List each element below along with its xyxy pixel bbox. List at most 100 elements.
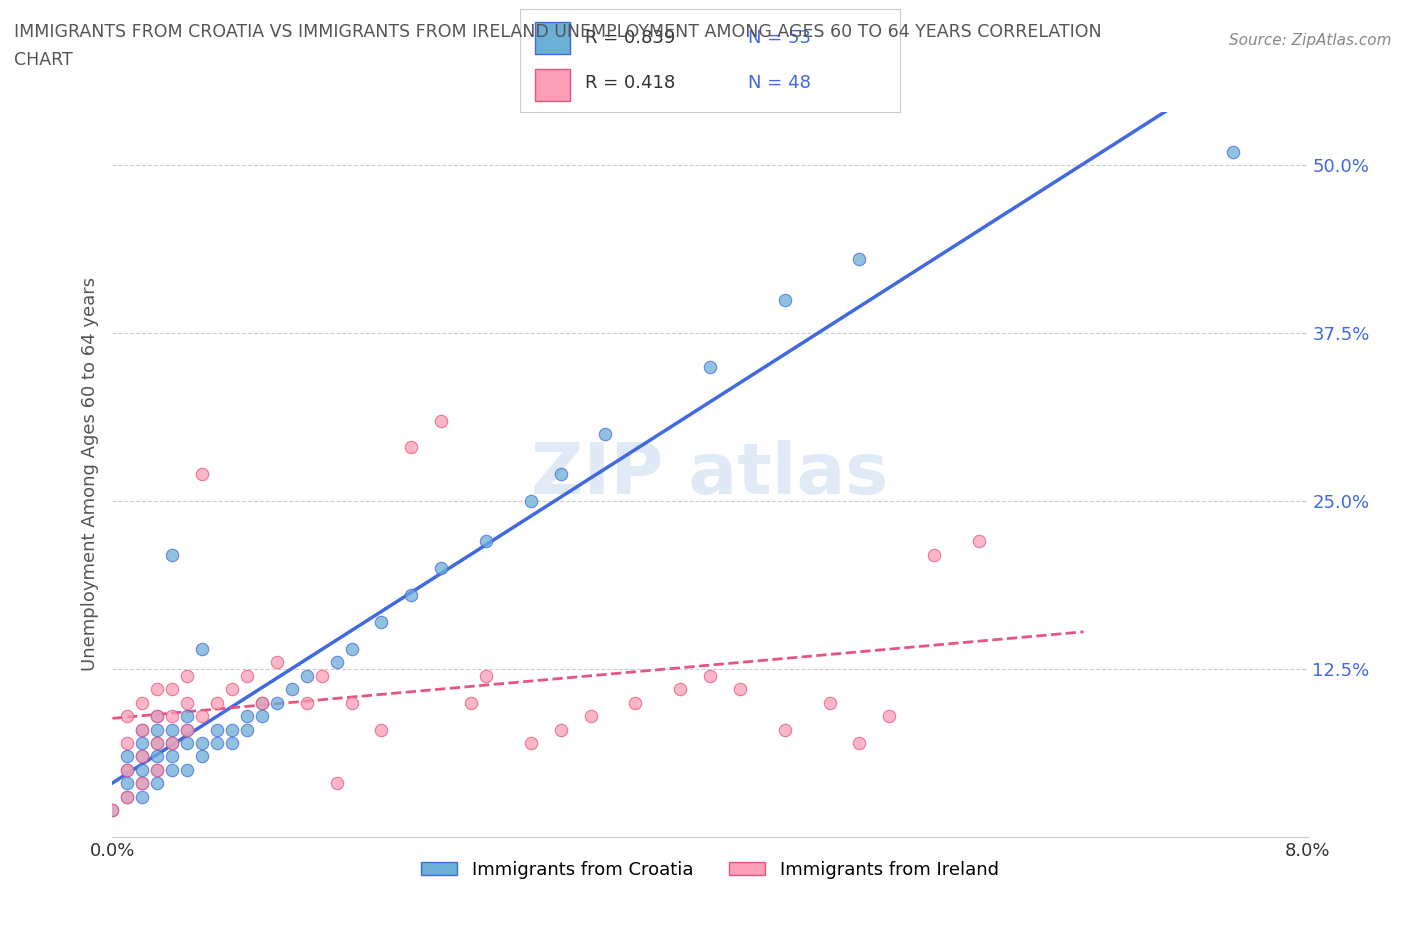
Point (131, 749, 153, 764)
Text: Source: ZipAtlas.com: Source: ZipAtlas.com (1229, 33, 1392, 47)
Point (848, 252, 870, 267)
Point (162, 763, 183, 777)
Point (205, 722, 228, 737)
Text: R = 0.418: R = 0.418 (585, 74, 675, 92)
Point (205, 736, 228, 751)
Text: IMMIGRANTS FROM CROATIA VS IMMIGRANTS FROM IRELAND UNEMPLOYMENT AMONG AGES 60 TO: IMMIGRANTS FROM CROATIA VS IMMIGRANTS FR… (14, 23, 1102, 41)
Point (131, 790, 153, 804)
Point (773, 722, 796, 737)
Point (250, 696, 273, 711)
Text: R = 0.839: R = 0.839 (585, 29, 675, 46)
Point (401, 440, 423, 455)
Point (131, 722, 153, 737)
Point (176, 696, 198, 711)
Point (221, 682, 243, 697)
Point (131, 776, 153, 790)
Point (146, 776, 169, 790)
Point (325, 655, 347, 670)
Point (191, 709, 214, 724)
Point (520, 736, 543, 751)
Point (176, 722, 198, 737)
Point (131, 763, 153, 777)
Point (146, 722, 169, 737)
Point (146, 749, 169, 764)
Point (146, 736, 169, 751)
Point (117, 749, 139, 764)
Legend: Immigrants from Croatia, Immigrants from Ireland: Immigrants from Croatia, Immigrants from… (413, 854, 1007, 886)
Point (877, 709, 901, 724)
Point (146, 682, 169, 697)
Text: N = 53: N = 53 (748, 29, 811, 46)
Point (370, 615, 392, 630)
Point (401, 588, 423, 603)
Point (1222, 144, 1244, 159)
Point (117, 736, 139, 751)
Point (221, 736, 243, 751)
Point (295, 669, 318, 684)
Point (266, 655, 288, 670)
Point (117, 763, 139, 777)
Point (117, 790, 139, 804)
Point (669, 682, 692, 697)
Point (266, 696, 288, 711)
Point (162, 736, 183, 751)
Point (221, 722, 243, 737)
Point (146, 709, 169, 724)
Point (176, 763, 198, 777)
Point (728, 682, 751, 697)
Point (460, 696, 482, 711)
Point (295, 696, 318, 711)
Text: N = 48: N = 48 (748, 74, 811, 92)
Point (325, 776, 347, 790)
Point (550, 722, 572, 737)
Point (176, 736, 198, 751)
Text: CHART: CHART (14, 51, 73, 69)
Point (236, 709, 259, 724)
Point (191, 642, 214, 657)
Point (848, 736, 870, 751)
Point (311, 669, 333, 684)
Point (205, 696, 228, 711)
Point (146, 763, 169, 777)
Point (250, 709, 273, 724)
Point (340, 642, 363, 657)
Point (162, 722, 183, 737)
Point (131, 776, 153, 790)
Point (699, 359, 721, 374)
Point (430, 413, 453, 428)
Point (101, 803, 124, 817)
Point (146, 736, 169, 751)
Point (117, 709, 139, 724)
Point (475, 534, 498, 549)
Point (550, 467, 572, 482)
Point (131, 749, 153, 764)
Point (773, 292, 796, 307)
Point (131, 736, 153, 751)
FancyBboxPatch shape (536, 69, 569, 101)
FancyBboxPatch shape (536, 21, 569, 54)
Point (176, 709, 198, 724)
Point (117, 763, 139, 777)
Point (117, 790, 139, 804)
Point (162, 736, 183, 751)
Point (281, 682, 304, 697)
Point (967, 534, 990, 549)
Point (370, 722, 392, 737)
Point (340, 696, 363, 711)
Point (162, 548, 183, 563)
Point (162, 682, 183, 697)
Point (191, 736, 214, 751)
Point (191, 467, 214, 482)
Point (162, 709, 183, 724)
Point (818, 696, 841, 711)
Point (191, 749, 214, 764)
Point (430, 561, 453, 576)
Point (236, 669, 259, 684)
Point (520, 494, 543, 509)
Point (236, 722, 259, 737)
Point (117, 776, 139, 790)
Point (595, 427, 617, 442)
Point (101, 803, 124, 817)
Point (699, 669, 721, 684)
Point (176, 669, 198, 684)
